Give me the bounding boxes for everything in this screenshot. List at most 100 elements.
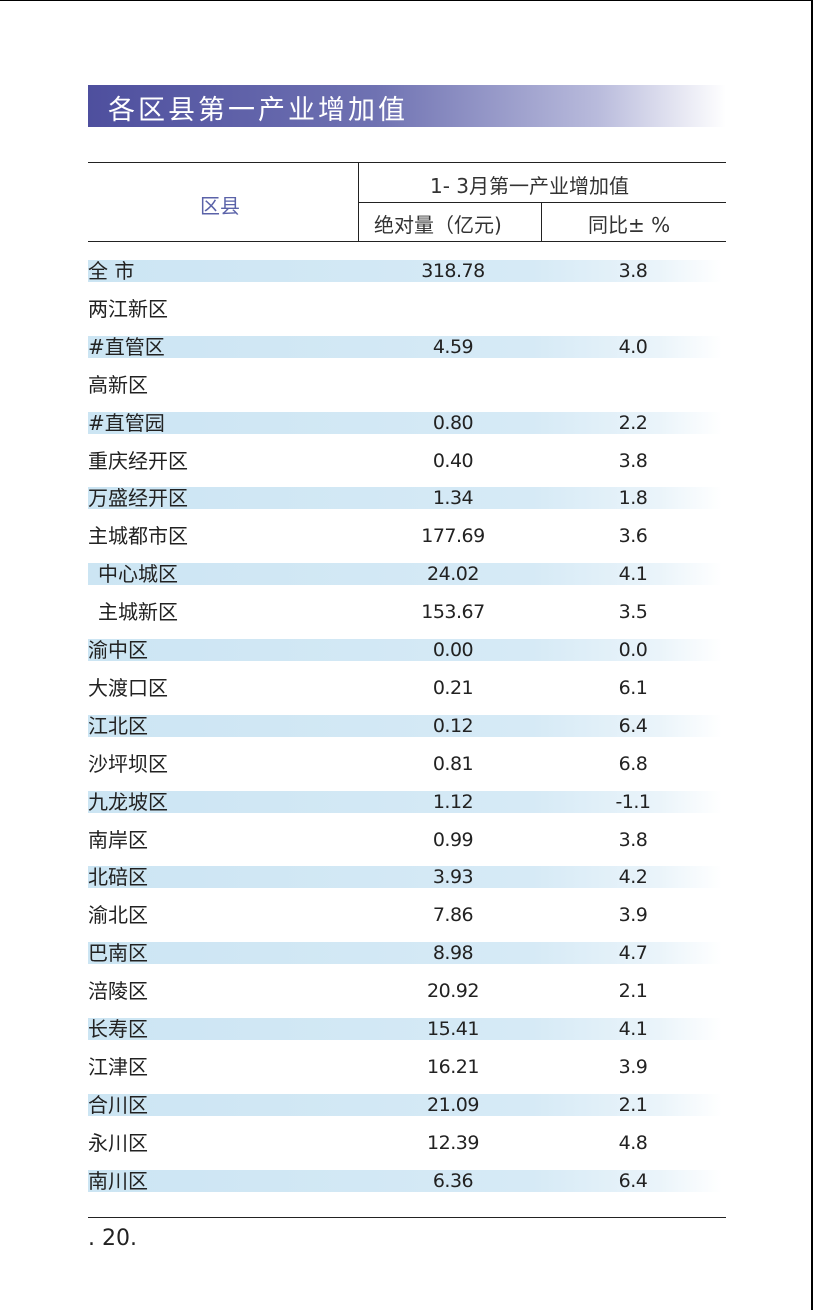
table-row: 合川区 21.09 2.1 bbox=[88, 1093, 726, 1131]
yoy-value: 4.7 bbox=[618, 942, 648, 964]
table-row: 南岸区 0.99 3.8 bbox=[88, 828, 726, 866]
absolute-value: 318.78 bbox=[421, 260, 485, 282]
table-row: 重庆经开区 0.40 3.8 bbox=[88, 449, 726, 487]
region-name: 江北区 bbox=[88, 714, 148, 738]
region-name: 渝中区 bbox=[88, 638, 148, 662]
absolute-value: 0.81 bbox=[432, 753, 474, 775]
header-group-rule bbox=[358, 202, 726, 203]
table-row: 长寿区 15.41 4.1 bbox=[88, 1017, 726, 1055]
table-row: #直管园 0.80 2.2 bbox=[88, 411, 726, 449]
yoy-value: -1.1 bbox=[615, 791, 651, 813]
region-name: 两江新区 bbox=[88, 297, 168, 321]
absolute-value: 0.21 bbox=[432, 677, 474, 699]
yoy-value: 6.4 bbox=[618, 1170, 648, 1192]
region-name: 万盛经开区 bbox=[88, 486, 188, 510]
row-highlight-band bbox=[88, 1094, 722, 1116]
yoy-value: 4.0 bbox=[618, 336, 648, 358]
region-name: #直管区 bbox=[88, 335, 165, 359]
region-name: 重庆经开区 bbox=[88, 449, 188, 473]
row-highlight-band bbox=[88, 942, 722, 964]
region-name: 渝北区 bbox=[88, 903, 148, 927]
row-highlight-band bbox=[88, 791, 722, 813]
region-name: 大渡口区 bbox=[88, 676, 168, 700]
region-name: 合川区 bbox=[88, 1093, 148, 1117]
absolute-value: 8.98 bbox=[432, 942, 474, 964]
region-name: 巴南区 bbox=[88, 941, 148, 965]
absolute-value: 0.00 bbox=[432, 639, 474, 661]
table-row: 两江新区 bbox=[88, 297, 726, 335]
region-name: 主城都市区 bbox=[88, 524, 188, 548]
table-row: 北碚区 3.93 4.2 bbox=[88, 865, 726, 903]
yoy-value: 6.1 bbox=[618, 677, 648, 699]
row-highlight-band bbox=[88, 487, 722, 509]
yoy-value: 4.1 bbox=[618, 1018, 648, 1040]
region-name: 全 市 bbox=[88, 259, 135, 283]
title-banner: 各区县第一产业增加值 bbox=[88, 85, 726, 127]
table-row: 全 市 318.78 3.8 bbox=[88, 259, 726, 297]
region-name: 江津区 bbox=[88, 1055, 148, 1079]
yoy-value: 3.9 bbox=[618, 904, 648, 926]
region-name: 涪陵区 bbox=[88, 979, 148, 1003]
absolute-value: 4.59 bbox=[432, 336, 474, 358]
region-name: 长寿区 bbox=[88, 1017, 148, 1041]
header-divider-mid bbox=[541, 202, 542, 242]
footer-rule bbox=[88, 1217, 726, 1218]
absolute-value: 177.69 bbox=[421, 525, 485, 547]
yoy-value: 2.2 bbox=[618, 412, 648, 434]
yoy-value: 2.1 bbox=[618, 980, 648, 1002]
table-row: 渝北区 7.86 3.9 bbox=[88, 903, 726, 941]
header-group: 1- 3月第一产业增加值 bbox=[430, 174, 630, 198]
region-name: 永川区 bbox=[88, 1131, 148, 1155]
region-name: 高新区 bbox=[88, 373, 148, 397]
yoy-value: 1.8 bbox=[618, 487, 648, 509]
row-highlight-band bbox=[88, 1018, 722, 1040]
table-row: 高新区 bbox=[88, 373, 726, 411]
yoy-value: 3.8 bbox=[618, 829, 648, 851]
yoy-value: 0.0 bbox=[618, 639, 648, 661]
absolute-value: 0.12 bbox=[432, 715, 474, 737]
absolute-value: 12.39 bbox=[427, 1132, 479, 1154]
absolute-value: 15.41 bbox=[427, 1018, 479, 1040]
absolute-value: 0.99 bbox=[432, 829, 474, 851]
region-name: 九龙坡区 bbox=[88, 790, 168, 814]
table-row: #直管区 4.59 4.0 bbox=[88, 335, 726, 373]
table-row: 万盛经开区 1.34 1.8 bbox=[88, 486, 726, 524]
header-absolute: 绝对量（亿元) bbox=[374, 213, 502, 237]
page-number: . 20. bbox=[88, 1226, 137, 1251]
table-row: 中心城区 24.02 4.1 bbox=[88, 562, 726, 600]
yoy-value: 4.2 bbox=[618, 866, 648, 888]
yoy-value: 2.1 bbox=[618, 1094, 648, 1116]
absolute-value: 20.92 bbox=[427, 980, 479, 1002]
absolute-value: 21.09 bbox=[427, 1094, 479, 1116]
table-row: 九龙坡区 1.12 -1.1 bbox=[88, 790, 726, 828]
absolute-value: 24.02 bbox=[427, 563, 479, 585]
table-row: 沙坪坝区 0.81 6.8 bbox=[88, 752, 726, 790]
table-row: 主城都市区 177.69 3.6 bbox=[88, 524, 726, 562]
table-row: 大渡口区 0.21 6.1 bbox=[88, 676, 726, 714]
region-name: #直管园 bbox=[88, 411, 165, 435]
table-row: 永川区 12.39 4.8 bbox=[88, 1131, 726, 1169]
region-name: 主城新区 bbox=[98, 600, 178, 624]
absolute-value: 1.34 bbox=[432, 487, 474, 509]
row-highlight-band bbox=[88, 412, 722, 434]
table-row: 南川区 6.36 6.4 bbox=[88, 1169, 726, 1207]
yoy-value: 4.1 bbox=[618, 563, 648, 585]
row-highlight-band bbox=[88, 563, 722, 585]
absolute-value: 3.93 bbox=[432, 866, 474, 888]
region-name: 南岸区 bbox=[88, 828, 148, 852]
absolute-value: 153.67 bbox=[421, 601, 485, 623]
yoy-value: 3.5 bbox=[618, 601, 648, 623]
header-yoy: 同比± % bbox=[588, 213, 671, 237]
absolute-value: 7.86 bbox=[432, 904, 474, 926]
row-highlight-band bbox=[88, 260, 722, 282]
page-title: 各区县第一产业增加值 bbox=[108, 95, 408, 126]
region-name: 中心城区 bbox=[98, 562, 178, 586]
header-divider-left bbox=[358, 162, 359, 242]
table-row: 渝中区 0.00 0.0 bbox=[88, 638, 726, 676]
yoy-value: 3.9 bbox=[618, 1056, 648, 1078]
table-row: 涪陵区 20.92 2.1 bbox=[88, 979, 726, 1017]
absolute-value: 0.80 bbox=[432, 412, 474, 434]
table-row: 江北区 0.12 6.4 bbox=[88, 714, 726, 752]
table-row: 巴南区 8.98 4.7 bbox=[88, 941, 726, 979]
